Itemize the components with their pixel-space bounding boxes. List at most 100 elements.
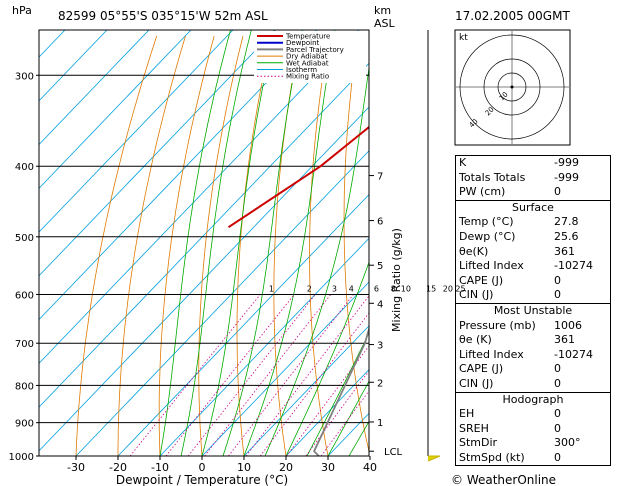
sfc-li-label: Lifted Index bbox=[459, 259, 524, 273]
mixing-ratio-label: 10 bbox=[401, 284, 411, 293]
km-label: km bbox=[374, 4, 391, 17]
stmspd-value: 0 bbox=[554, 450, 561, 464]
mu-pres-label: Pressure (mb) bbox=[459, 318, 536, 332]
temp-tick-label: 0 bbox=[199, 461, 206, 474]
sfc-cape: 0 bbox=[554, 273, 561, 287]
wind-flag bbox=[427, 455, 441, 462]
mixing-ratio-label: 2 bbox=[307, 284, 312, 293]
stmdir-label: StmDir bbox=[459, 436, 498, 450]
wet-adiabat-line bbox=[159, 30, 231, 456]
dry-adiabat-line bbox=[236, 35, 273, 456]
km-tick-label: 6 bbox=[377, 217, 383, 228]
asl-label: ASL bbox=[374, 17, 396, 30]
sfc-dewp-label: Dewp (°C) bbox=[459, 229, 516, 243]
wet-adiabat-line bbox=[222, 30, 303, 456]
dry-adiabat-line bbox=[158, 35, 215, 456]
sfc-cin: 0 bbox=[554, 288, 561, 302]
legend-label: Isotherm bbox=[286, 66, 317, 74]
legend-label: Dry Adiabat bbox=[286, 53, 328, 61]
km-tick-label: LCL bbox=[384, 447, 403, 458]
mu-cin: 0 bbox=[554, 376, 561, 390]
wet-adiabat-line bbox=[201, 30, 276, 456]
mu-li-label: Lifted Index bbox=[459, 347, 524, 361]
mixing-ratio-line bbox=[228, 294, 354, 456]
mu-cape-label: CAPE (J) bbox=[459, 362, 504, 376]
isotherm-line bbox=[39, 30, 360, 364]
mixing-ratio-label: 15 bbox=[426, 284, 436, 293]
tt-value: -999 bbox=[554, 170, 579, 184]
wet-adiabat-line bbox=[180, 30, 252, 456]
km-tick-label: 4 bbox=[377, 299, 383, 310]
km-tick-label: 2 bbox=[377, 378, 383, 389]
temperature-line bbox=[227, 125, 369, 229]
isotherm-line bbox=[39, 30, 192, 189]
temp-tick-label: 30 bbox=[321, 461, 335, 474]
copyright: © WeatherOnline bbox=[451, 473, 556, 486]
parcel-trajectory-line bbox=[313, 325, 369, 456]
temp-tick-label: 40 bbox=[363, 461, 377, 474]
dry-adiabat-line bbox=[309, 35, 330, 456]
sfc-temp-label: Temp (°C) bbox=[459, 215, 514, 229]
dry-adiabat-line bbox=[617, 36, 629, 456]
mu-cape: 0 bbox=[554, 362, 561, 376]
mixing-ratio-axis-label: Mixing Ratio (g/kg) bbox=[390, 228, 403, 332]
sfc-dewp: 25.6 bbox=[554, 229, 579, 243]
tt-label: Totals Totals bbox=[459, 170, 526, 184]
dry-adiabat-line bbox=[410, 36, 454, 456]
pressure-tick-label: 900 bbox=[15, 419, 34, 430]
sreh-label: SREH bbox=[459, 421, 489, 435]
mixing-ratio-label: 1 bbox=[269, 284, 274, 293]
hodograph-ring-label: 10 bbox=[498, 90, 510, 102]
mixing-ratio-label: 3 bbox=[332, 284, 337, 293]
hodograph-unit: kt bbox=[459, 33, 468, 43]
km-tick-label: 1 bbox=[377, 418, 383, 429]
km-tick-label: 5 bbox=[377, 261, 383, 272]
isotherm-line bbox=[39, 30, 150, 146]
isotherm-line bbox=[39, 62, 369, 408]
temp-tick-label: -10 bbox=[151, 461, 169, 474]
skewt-grid bbox=[39, 30, 629, 456]
legend-label: Dewpoint bbox=[286, 39, 320, 47]
pressure-tick-label: 700 bbox=[15, 339, 34, 350]
skewt-axes: 300 400 500 600 700 800 900 1000 -30 -20 -10 0 10 20 3… bbox=[9, 71, 466, 474]
temp-tick-label: 10 bbox=[237, 461, 251, 474]
mixing-ratio-label: 8 bbox=[391, 284, 396, 293]
pressure-tick-label: 800 bbox=[15, 381, 34, 392]
skewt-series bbox=[227, 125, 369, 456]
km-tick-label: 7 bbox=[377, 172, 383, 183]
mu-pres: 1006 bbox=[554, 318, 582, 332]
temp-tick-label: -30 bbox=[67, 461, 85, 474]
hodo-title: Hodograph bbox=[502, 392, 564, 406]
legend-label: Temperature bbox=[285, 33, 330, 41]
sfc-li: -10274 bbox=[554, 259, 593, 273]
mu-cin-label: CIN (J) bbox=[459, 376, 494, 390]
sfc-cin-label: CIN (J) bbox=[459, 288, 494, 302]
k-value: -999 bbox=[554, 156, 579, 169]
pressure-tick-label: 300 bbox=[15, 71, 34, 82]
wet-adiabat-line bbox=[243, 30, 336, 456]
stmspd-label: StmSpd (kt) bbox=[459, 450, 525, 464]
dry-adiabat-line bbox=[273, 35, 301, 456]
hodograph-ring-label: 40 bbox=[468, 117, 480, 129]
km-tick-label: 3 bbox=[377, 341, 383, 352]
sreh-value: 0 bbox=[554, 421, 561, 435]
temp-tick-label: -20 bbox=[109, 461, 127, 474]
isotherm-line bbox=[39, 30, 234, 233]
pw-value: 0 bbox=[554, 185, 561, 199]
wet-adiabat-line bbox=[264, 65, 369, 456]
mixing-ratio-label: 6 bbox=[374, 284, 379, 293]
legend-label: Wet Adiabat bbox=[286, 59, 329, 67]
legend-label: Parcel Trajectory bbox=[286, 46, 344, 54]
isotherm-line bbox=[75, 150, 369, 456]
eh-value: 0 bbox=[554, 407, 561, 421]
mixing-ratio-line bbox=[129, 294, 261, 456]
datetime: 17.02.2005 00GMT bbox=[455, 9, 570, 23]
stmdir-value: 300° bbox=[554, 436, 581, 450]
sfc-theta: 361 bbox=[554, 244, 575, 258]
mu-theta: 361 bbox=[554, 333, 575, 347]
dry-adiabat-line bbox=[343, 35, 369, 454]
plot-frame bbox=[38, 29, 370, 457]
